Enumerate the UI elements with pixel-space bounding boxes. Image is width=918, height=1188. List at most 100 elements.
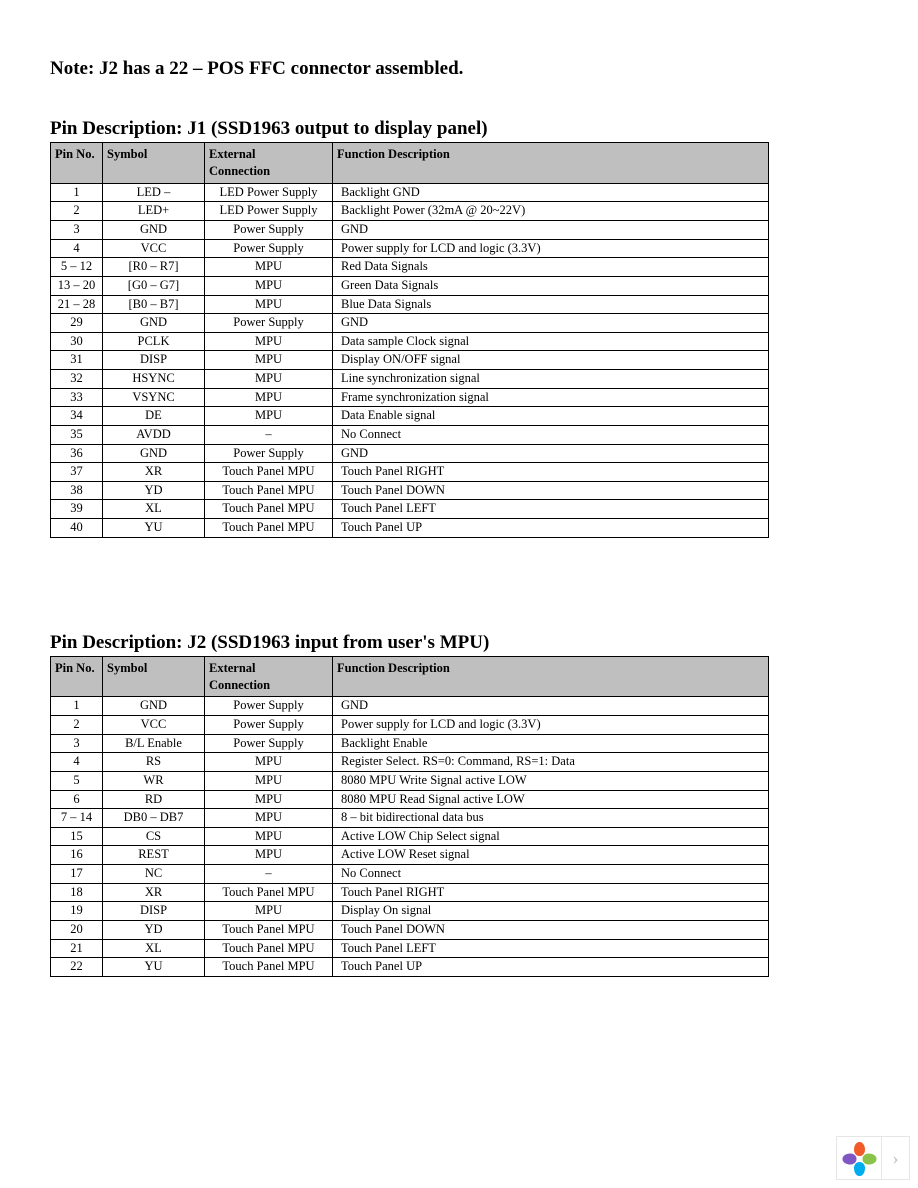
col-pin: Pin No. — [51, 656, 103, 697]
cell-func: Touch Panel DOWN — [333, 481, 769, 500]
table-row: 7 – 14DB0 – DB7MPU8 – bit bidirectional … — [51, 809, 769, 828]
cell-func: Red Data Signals — [333, 258, 769, 277]
cell-pin: 1 — [51, 697, 103, 716]
cell-symbol: GND — [103, 221, 205, 240]
col-symbol: Symbol — [103, 143, 205, 184]
col-ext: External Connection — [205, 143, 333, 184]
cell-pin: 7 – 14 — [51, 809, 103, 828]
cell-pin: 34 — [51, 407, 103, 426]
cell-func: Data sample Clock signal — [333, 332, 769, 351]
cell-symbol: NC — [103, 865, 205, 884]
cell-symbol: XL — [103, 500, 205, 519]
cell-symbol: GND — [103, 314, 205, 333]
table-row: 35AVDD–No Connect — [51, 425, 769, 444]
table-row: 3B/L EnablePower SupplyBacklight Enable — [51, 734, 769, 753]
col-ext-line1: External — [209, 147, 256, 161]
cell-pin: 4 — [51, 753, 103, 772]
table1-title: Pin Description: J1 (SSD1963 output to d… — [50, 118, 868, 140]
table-row: 20YDTouch Panel MPUTouch Panel DOWN — [51, 920, 769, 939]
cell-pin: 33 — [51, 388, 103, 407]
cell-func: GND — [333, 314, 769, 333]
petal-icon — [842, 1154, 856, 1165]
petal-icon — [854, 1162, 865, 1176]
cell-pin: 22 — [51, 958, 103, 977]
cell-symbol: XR — [103, 463, 205, 482]
cell-symbol: [B0 – B7] — [103, 295, 205, 314]
cell-pin: 20 — [51, 920, 103, 939]
cell-func: Blue Data Signals — [333, 295, 769, 314]
cell-func: No Connect — [333, 425, 769, 444]
table-row: 18XRTouch Panel MPUTouch Panel RIGHT — [51, 883, 769, 902]
col-func: Function Description — [333, 143, 769, 184]
cell-func: Backlight GND — [333, 183, 769, 202]
cell-symbol: VCC — [103, 716, 205, 735]
table-row: 21XLTouch Panel MPUTouch Panel LEFT — [51, 939, 769, 958]
cell-pin: 19 — [51, 902, 103, 921]
cell-ext: – — [205, 425, 333, 444]
cell-ext: Touch Panel MPU — [205, 883, 333, 902]
table-row: 38YDTouch Panel MPUTouch Panel DOWN — [51, 481, 769, 500]
cell-symbol: WR — [103, 771, 205, 790]
cell-pin: 4 — [51, 239, 103, 258]
table-row: 21 – 28[B0 – B7]MPUBlue Data Signals — [51, 295, 769, 314]
table-row: 13 – 20[G0 – G7]MPUGreen Data Signals — [51, 276, 769, 295]
cell-func: Green Data Signals — [333, 276, 769, 295]
cell-symbol: AVDD — [103, 425, 205, 444]
footer-widget[interactable]: › — [836, 1136, 910, 1180]
cell-func: Power supply for LCD and logic (3.3V) — [333, 239, 769, 258]
table-row: 16RESTMPUActive LOW Reset signal — [51, 846, 769, 865]
table-row: 17NC–No Connect — [51, 865, 769, 884]
cell-ext: MPU — [205, 276, 333, 295]
cell-func: Touch Panel DOWN — [333, 920, 769, 939]
footer-next-icon[interactable]: › — [881, 1137, 909, 1179]
cell-ext: MPU — [205, 407, 333, 426]
cell-pin: 5 – 12 — [51, 258, 103, 277]
cell-ext: MPU — [205, 295, 333, 314]
cell-ext: Power Supply — [205, 734, 333, 753]
cell-pin: 35 — [51, 425, 103, 444]
table-row: 33VSYNCMPUFrame synchronization signal — [51, 388, 769, 407]
cell-ext: Power Supply — [205, 444, 333, 463]
cell-symbol: [R0 – R7] — [103, 258, 205, 277]
petal-icon — [854, 1142, 865, 1156]
table-row: 30PCLKMPUData sample Clock signal — [51, 332, 769, 351]
table-row: 5 – 12[R0 – R7]MPURed Data Signals — [51, 258, 769, 277]
cell-func: Backlight Power (32mA @ 20~22V) — [333, 202, 769, 221]
cell-pin: 37 — [51, 463, 103, 482]
cell-func: GND — [333, 221, 769, 240]
cell-func: Touch Panel LEFT — [333, 939, 769, 958]
cell-ext: MPU — [205, 771, 333, 790]
cell-ext: Touch Panel MPU — [205, 958, 333, 977]
table-header-row: Pin No. Symbol External Connection Funct… — [51, 656, 769, 697]
cell-pin: 1 — [51, 183, 103, 202]
cell-pin: 15 — [51, 827, 103, 846]
cell-func: Active LOW Reset signal — [333, 846, 769, 865]
col-ext-line2: Connection — [209, 164, 270, 178]
cell-pin: 21 – 28 — [51, 295, 103, 314]
table-row: 4VCCPower SupplyPower supply for LCD and… — [51, 239, 769, 258]
cell-symbol: RD — [103, 790, 205, 809]
table-row: 36GNDPower SupplyGND — [51, 444, 769, 463]
table-row: 22YUTouch Panel MPUTouch Panel UP — [51, 958, 769, 977]
cell-pin: 2 — [51, 202, 103, 221]
table-j2: Pin No. Symbol External Connection Funct… — [50, 656, 769, 977]
cell-ext: MPU — [205, 351, 333, 370]
cell-pin: 6 — [51, 790, 103, 809]
cell-func: Frame synchronization signal — [333, 388, 769, 407]
table-row: 34DEMPUData Enable signal — [51, 407, 769, 426]
cell-ext: Touch Panel MPU — [205, 500, 333, 519]
cell-symbol: XL — [103, 939, 205, 958]
cell-symbol: DE — [103, 407, 205, 426]
cell-ext: Touch Panel MPU — [205, 939, 333, 958]
cell-symbol: XR — [103, 883, 205, 902]
cell-pin: 38 — [51, 481, 103, 500]
col-symbol: Symbol — [103, 656, 205, 697]
cell-ext: MPU — [205, 827, 333, 846]
table-row: 5WRMPU8080 MPU Write Signal active LOW — [51, 771, 769, 790]
table-row: 32HSYNCMPULine synchronization signal — [51, 370, 769, 389]
cell-ext: Power Supply — [205, 221, 333, 240]
table-row: 2LED+LED Power SupplyBacklight Power (32… — [51, 202, 769, 221]
cell-symbol: YD — [103, 920, 205, 939]
cell-func: Power supply for LCD and logic (3.3V) — [333, 716, 769, 735]
cell-ext: LED Power Supply — [205, 183, 333, 202]
